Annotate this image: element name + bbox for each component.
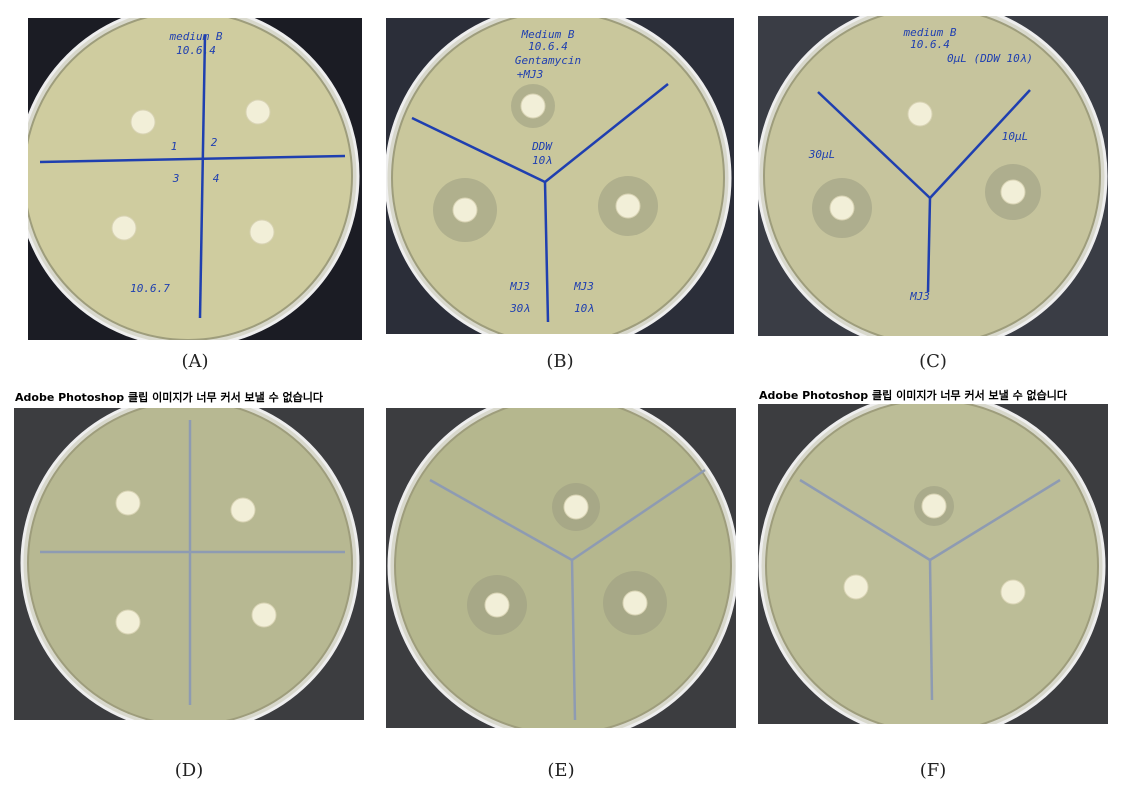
- paper-disk: [130, 109, 156, 135]
- handwritten-note: 10.6.4: [910, 38, 950, 51]
- paper-disk: [563, 494, 589, 520]
- handwritten-note: 30μL: [808, 148, 836, 161]
- handwritten-note: 10.6.4: [528, 40, 568, 53]
- panel-label: (F): [920, 760, 947, 781]
- handwritten-note: 10λ: [532, 154, 552, 167]
- handwritten-note: 1: [171, 140, 178, 153]
- handwritten-note: 0μL (DDW 10λ): [947, 52, 1033, 65]
- plate-photo: [758, 404, 1108, 724]
- paper-disk: [452, 197, 478, 223]
- handwritten-note: DDW: [531, 140, 553, 153]
- panel-label: (C): [919, 351, 947, 372]
- marker-line: [928, 559, 934, 701]
- paper-disk: [115, 490, 141, 516]
- plate-photo: medium B10.6.4 1 2 3 4 10.6.7: [28, 18, 362, 340]
- marker-line: [571, 468, 706, 562]
- paper-disk: [843, 574, 869, 600]
- panel-label: (B): [546, 351, 573, 372]
- handwritten-note: medium B: [903, 26, 957, 39]
- paper-disk: [1000, 579, 1026, 605]
- paper-disk: [921, 493, 947, 519]
- paper-disk: [829, 195, 855, 221]
- marker-line: [544, 83, 669, 183]
- paper-disk: [230, 497, 256, 523]
- marker-line: [929, 89, 1031, 199]
- handwritten-note: MJ3: [909, 290, 930, 303]
- marker-line: [198, 34, 207, 319]
- paper-disk: [907, 101, 933, 127]
- handwritten-note: 2: [211, 136, 218, 149]
- error-banner: Adobe Photoshop 클립 이미지가 너무 커서 보낼 수 없습니다: [759, 388, 1068, 402]
- agar: [763, 16, 1101, 336]
- photo: [758, 404, 1108, 724]
- photo: [386, 408, 736, 728]
- marker-line: [926, 197, 932, 293]
- agar: [391, 18, 725, 334]
- paper-disk: [622, 590, 648, 616]
- panel-label: (A): [181, 351, 208, 372]
- paper-disk: [484, 592, 510, 618]
- marker-line: [570, 559, 577, 721]
- paper-disk: [1000, 179, 1026, 205]
- handwritten-note: MJ3: [573, 280, 594, 293]
- marker-line: [543, 181, 550, 323]
- agar: [28, 18, 353, 340]
- handwritten-note: 3: [172, 172, 180, 185]
- handwritten-note: Gentamycin: [515, 54, 581, 67]
- marker-line: [799, 478, 931, 562]
- photo: medium B10.6.4 1 2 3 4 10.6.7: [28, 18, 362, 340]
- marker-line: [411, 116, 546, 184]
- handwritten-note: Medium B: [521, 28, 575, 41]
- agar: [765, 404, 1099, 724]
- handwritten-note: MJ3: [509, 280, 530, 293]
- plate-photo: [386, 408, 736, 728]
- handwritten-note: 4: [213, 172, 220, 185]
- paper-disk: [245, 99, 271, 125]
- marker-line: [429, 478, 573, 562]
- plate-photo: [14, 408, 364, 720]
- paper-disk: [615, 193, 641, 219]
- paper-disk: [251, 602, 277, 628]
- error-banner: Adobe Photoshop 클립 이미지가 너무 커서 보낼 수 없습니다: [15, 390, 324, 404]
- marker-line: [817, 91, 931, 199]
- panel-label: (D): [175, 760, 203, 781]
- handwritten-note: 10.6.4: [176, 44, 216, 57]
- paper-disk: [249, 219, 275, 245]
- handwritten-note: 10λ: [574, 302, 594, 315]
- handwritten-note: medium B: [169, 30, 223, 43]
- handwritten-note: +MJ3: [517, 68, 544, 81]
- panel-label: (E): [547, 760, 574, 781]
- handwritten-note: 30λ: [509, 302, 530, 315]
- marker-line: [39, 154, 346, 164]
- photo: [14, 408, 364, 720]
- handwritten-note: 10μL: [1002, 130, 1029, 143]
- agar: [394, 408, 732, 728]
- handwritten-note: 10.6.7: [130, 282, 170, 295]
- paper-disk: [111, 215, 137, 241]
- paper-disk: [520, 93, 546, 119]
- marker-line: [929, 478, 1061, 562]
- paper-disk: [115, 609, 141, 635]
